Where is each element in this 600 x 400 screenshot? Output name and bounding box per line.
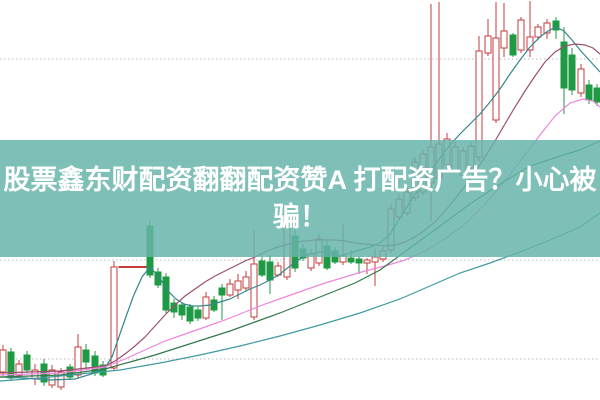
candle-body-down [266, 261, 274, 281]
candle-body-down [186, 306, 194, 322]
candle-body-up [526, 36, 534, 51]
candle-body-up [371, 256, 379, 263]
candle-body-up [577, 68, 585, 94]
candle-body-down [218, 287, 226, 296]
candle-body-up [500, 30, 508, 49]
candle-body-up [492, 37, 500, 121]
candle-body-down [23, 354, 31, 371]
ma-pink [0, 98, 600, 376]
candle-body-up [242, 276, 250, 289]
candle-body-down [347, 257, 355, 263]
candle-body-up [250, 263, 258, 318]
candle-body-down [552, 20, 560, 31]
candle-body-down [585, 84, 593, 101]
candle-body-up [484, 35, 492, 54]
candle-body-down [355, 258, 363, 264]
candle-body-down [568, 54, 576, 91]
limit-up-dash-candle [118, 266, 126, 268]
candle-body-up [517, 19, 525, 51]
candle-body-down [509, 34, 517, 56]
headline-line-1: 股票鑫东财配资翻翻配资赞A 打配资广告？小心被 [3, 164, 597, 195]
candle-body-up [202, 296, 210, 319]
headline-banner: 股票鑫东财配资翻翻配资赞A 打配资广告？小心被 骗！ [0, 140, 600, 257]
candle-body-down [162, 276, 170, 311]
candle-body-down [154, 271, 162, 286]
candle-body-up [534, 26, 542, 38]
candle-body-down [593, 87, 600, 103]
limit-up-dash-candle [125, 266, 133, 268]
candle-body-up [0, 349, 7, 373]
candle-body-up [15, 363, 23, 376]
candle-body-down [560, 41, 568, 89]
candle-body-up [234, 280, 242, 291]
candle-body-down [258, 260, 266, 276]
candle-body-up [543, 22, 551, 34]
candle-body-down [194, 309, 202, 319]
candle-body-down [82, 349, 90, 363]
candle-body-up [226, 283, 234, 296]
limit-up-dash-candle [139, 266, 147, 268]
headline-line-2: 骗！ [273, 201, 327, 232]
candle-body-up [74, 346, 82, 376]
candle-body-up [363, 259, 371, 264]
limit-up-dash-candle [132, 266, 140, 268]
candle-body-up [110, 266, 118, 369]
candle-body-down [170, 302, 178, 313]
candle-body-down [178, 304, 186, 316]
